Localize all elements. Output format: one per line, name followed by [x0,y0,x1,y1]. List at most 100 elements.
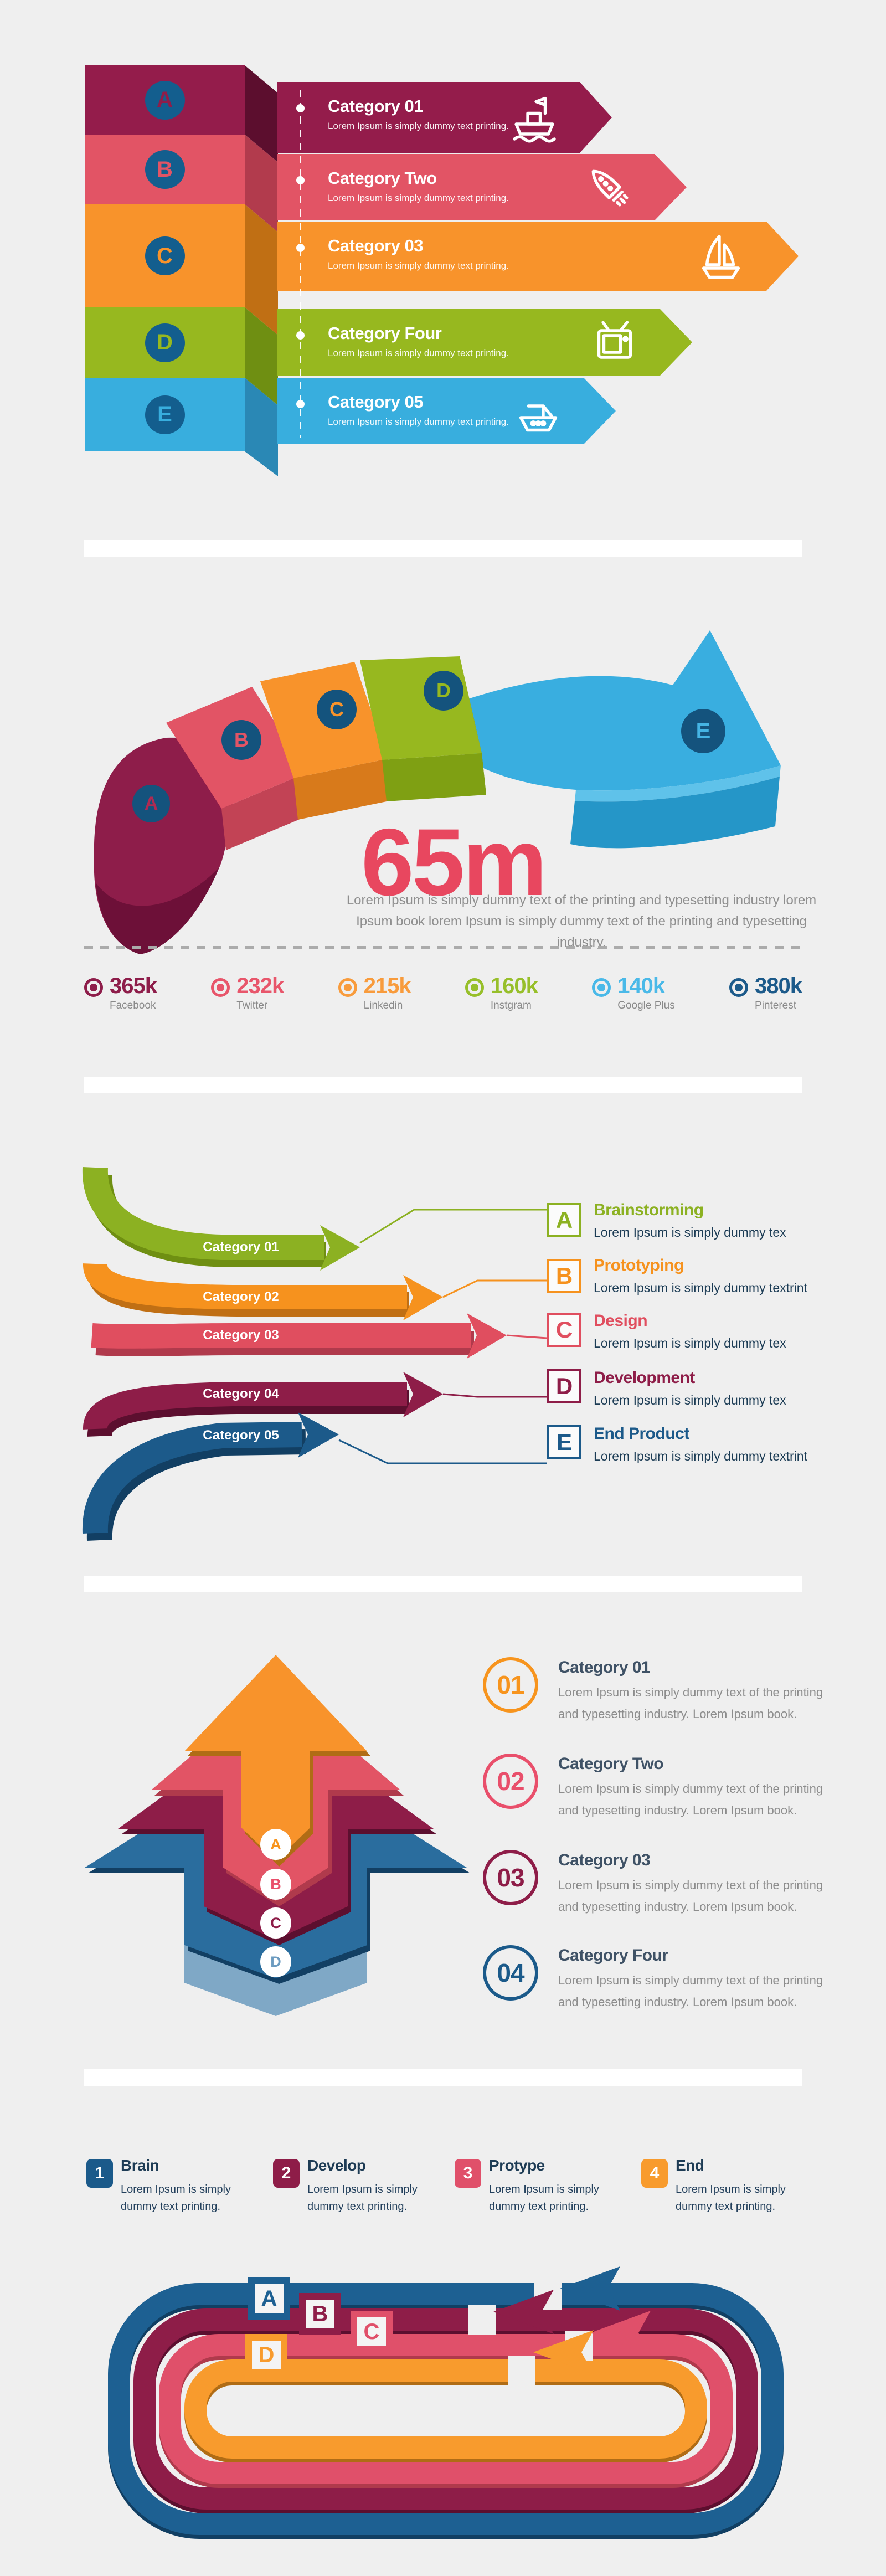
rocket-icon [583,161,636,214]
headline-paragraph: Lorem Ipsum is simply dummy text of the … [346,893,817,950]
category-title: Category Four [558,1946,668,1965]
banner-arrow-category-two: Category Two Lorem Ipsum is simply dummy… [277,154,687,220]
section-divider [84,540,802,557]
category-title: Category 03 [328,236,423,255]
stat-pinterest: 380k Pinterest [729,974,802,1012]
step-letter-box-d: D [547,1369,581,1403]
step-title: Design [594,1312,648,1330]
step-number-badge: 4 [641,2159,668,2188]
category-title: Category 03 [558,1851,651,1869]
stat-value: 380k [755,974,802,998]
arc-letter: D [436,679,451,702]
stat-google-plus: 140k Google Plus [592,974,675,1012]
arc-letter: B [234,728,249,751]
number-circle-01: 01 [483,1657,538,1713]
stat-label: Linkedin [363,1000,403,1011]
step-desc: Lorem Ipsum is simply dummy textrint [594,1281,807,1295]
loop-letter: B [312,2301,328,2326]
s4-layered-arrows [85,1655,470,2016]
s3-arrow-category02 [83,1263,547,1320]
step-item-prototyping: Prototyping Lorem Ipsum is simply dummy … [594,1256,826,1295]
stat-value: 215k [363,974,411,998]
arrow-label-category-03: Category 03 [203,1328,279,1343]
loop-letter: C [363,2319,380,2344]
stack-letter-badge: A [145,80,185,120]
stack-block-d: D [85,307,245,378]
category-desc: Lorem Ipsum is simply dummy text of the … [558,1878,823,1914]
number-text: 03 [497,1863,524,1892]
arc-letter-badge-c: C [317,690,357,729]
banner-arrow-category-03: Category 03 Lorem Ipsum is simply dummy … [277,222,799,291]
loop-tab-a: A [248,2277,290,2320]
layer-letter-d: D [260,1946,291,1977]
step-number: 4 [650,2164,660,2182]
s3-arrow-category01 [82,1167,547,1271]
arrow-label-category-01: Category 01 [203,1240,279,1254]
number-text: 04 [497,1958,524,1987]
loop-letter: D [258,2342,275,2367]
category-item-02: Category Two Lorem Ipsum is simply dummy… [558,1755,824,1821]
category-desc: Lorem Ipsum is simply dummy text of the … [558,1782,823,1817]
loop-letter: A [261,2286,277,2311]
category-title: Category 05 [328,392,423,412]
stack-block-b: B [85,135,245,204]
step-letter-box-a: A [547,1203,581,1237]
category-desc: Lorem Ipsum is simply dummy text printin… [328,260,509,271]
step-number-badge: 1 [86,2159,113,2188]
number-circle-04: 04 [483,1945,538,2001]
step-letter-box-b: B [547,1259,581,1293]
stat-label: Twitter [236,1000,268,1011]
step-letter: E [556,1429,572,1455]
step-title: Development [594,1369,695,1387]
stack-block-c: C [85,204,245,307]
category-item-03: Category 03 Lorem Ipsum is simply dummy … [558,1851,824,1917]
step-title: Prototyping [594,1256,684,1274]
layer-letter-text: B [270,1875,281,1893]
bullseye-icon [84,978,103,997]
number-circle-02: 02 [483,1754,538,1809]
loop-tab-b: B [299,2293,341,2335]
step-desc: Lorem Ipsum is simply dummy text printin… [121,2183,231,2213]
timeline-dashed-line [300,90,301,438]
category-item-01: Category 01 Lorem Ipsum is simply dummy … [558,1658,824,1725]
category-desc: Lorem Ipsum is simply dummy text of the … [558,1973,823,2009]
stat-value: 160k [490,974,538,998]
bullseye-icon [465,978,484,997]
category-title: Category Four [328,323,442,343]
step-title: End [676,2157,704,2174]
arc-letter: E [696,718,711,743]
step-letter-box-e: E [547,1425,581,1459]
stack-letter: B [157,157,173,182]
social-stats-row: 365k Facebook 232k Twitter 215k Linkedin… [84,974,802,1012]
arrow-label-category-02: Category 02 [203,1289,279,1304]
layer-letter-text: A [270,1835,281,1853]
sailboat-icon [694,230,748,283]
layer-letter-text: D [270,1953,281,1970]
section-divider [84,1077,802,1093]
section-divider [84,2069,802,2086]
layer-letter-a: A [260,1829,291,1860]
stack-block-e: E [85,378,245,451]
arc-letter-badge-d: D [424,671,463,711]
s3-arrow-category04 [83,1372,547,1437]
headline-value: 65m [361,809,547,916]
category-desc: Lorem Ipsum is simply dummy text printin… [328,348,509,358]
layer-letter-b: B [260,1869,291,1900]
step-desc: Lorem Ipsum is simply dummy text printin… [489,2183,599,2213]
stack-block-a: A [85,65,245,135]
steamboat-icon [508,91,561,144]
stat-label: Facebook [110,1000,156,1011]
stat-label: Pinterest [755,1000,796,1011]
s3-arrow-category05 [82,1412,547,1541]
step-desc: Lorem Ipsum is simply dummy tex [594,1225,786,1240]
stack-letter-badge: C [145,236,185,275]
bullseye-icon [338,978,357,997]
stack-letter: A [157,88,173,112]
step-letter: C [555,1317,573,1343]
step-title: Brain [121,2157,159,2174]
stack-letter: C [157,243,173,268]
stat-linkedin: 215k Linkedin [338,974,411,1012]
stat-twitter: 232k Twitter [211,974,284,1012]
stack-letter: D [157,330,173,354]
